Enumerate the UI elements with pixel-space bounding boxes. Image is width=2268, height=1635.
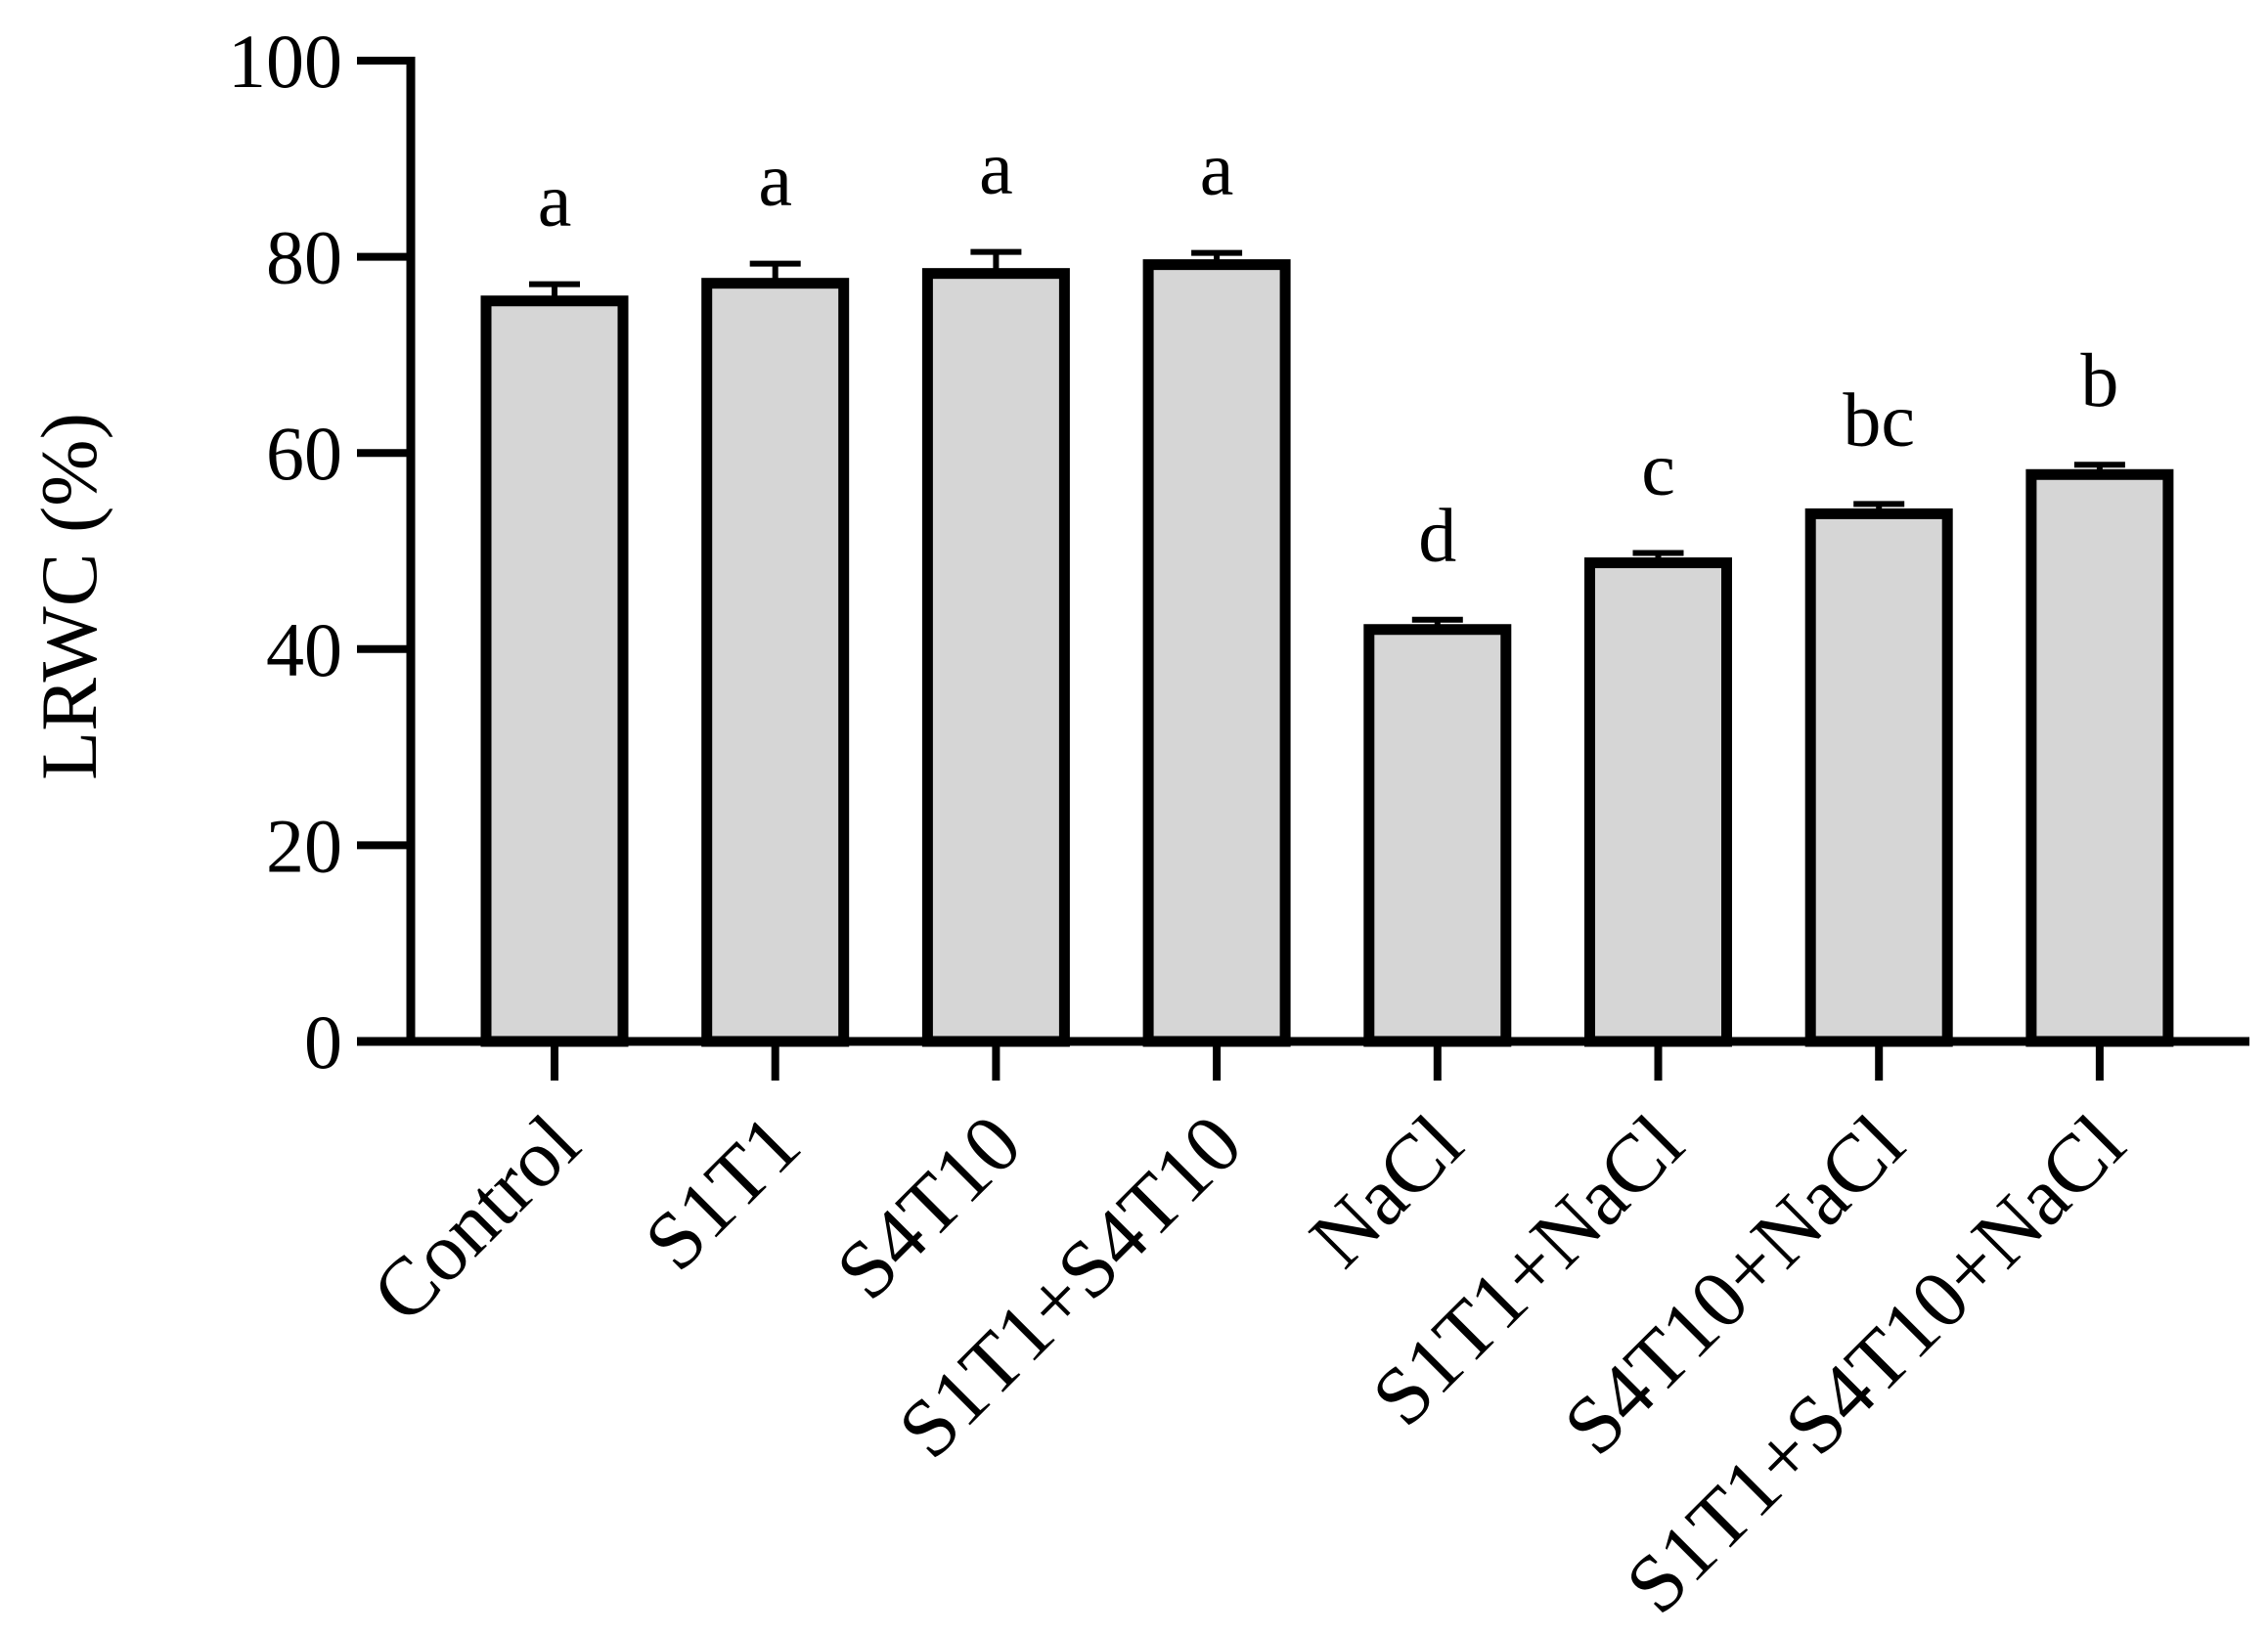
x-tick-label-5: NaCl — [1293, 1098, 1480, 1285]
bar-1 — [480, 295, 629, 1047]
x-tick-label-2: S1T1 — [628, 1098, 818, 1288]
bar-3 — [921, 268, 1070, 1047]
y-axis-label: LRWC (%) — [24, 413, 113, 780]
y-tick-label-20: 20 — [266, 803, 342, 888]
x-tick-label-3: S4T10 — [820, 1098, 1039, 1317]
y-tick-label-0: 0 — [304, 999, 342, 1084]
y-tick-label-40: 40 — [266, 607, 342, 692]
significance-letter-7: bc — [1843, 376, 1915, 462]
significance-letter-2: a — [758, 137, 792, 222]
bar-2 — [701, 278, 850, 1047]
y-tick-label-80: 80 — [266, 215, 342, 300]
bar-4 — [1142, 259, 1291, 1047]
y-tick-label-100: 100 — [228, 19, 342, 104]
significance-letter-3: a — [979, 125, 1013, 210]
bar-7 — [1804, 508, 1953, 1047]
bar-8 — [2025, 468, 2174, 1047]
bar-5 — [1363, 624, 1512, 1047]
y-tick-label-60: 60 — [266, 411, 342, 496]
bar-6 — [1584, 557, 1732, 1047]
significance-letter-8: b — [2080, 337, 2118, 422]
significance-letter-4: a — [1200, 126, 1234, 211]
significance-letter-5: d — [1418, 493, 1456, 578]
significance-letter-6: c — [1641, 426, 1675, 511]
significance-letter-1: a — [538, 157, 572, 243]
x-tick-label-1: Control — [355, 1098, 597, 1340]
